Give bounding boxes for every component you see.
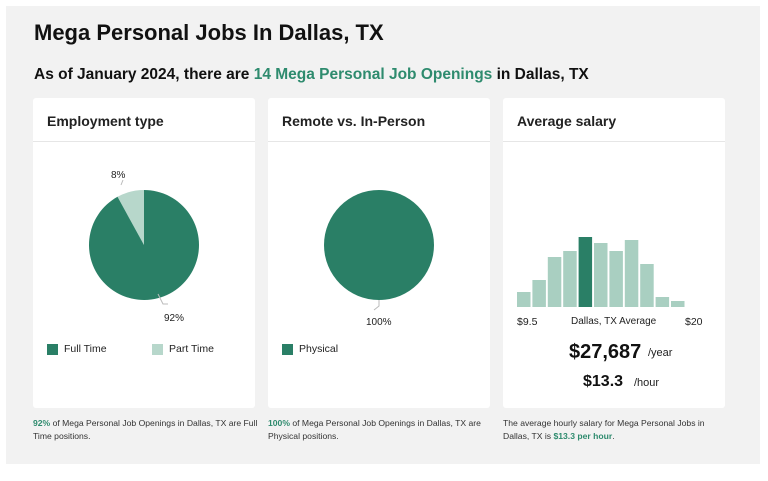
card-heading: Average salary [503, 98, 725, 142]
footnote-highlight: $13.3 per hour [553, 431, 613, 441]
footnote-highlight: 92% [33, 418, 51, 428]
card-heading: Employment type [33, 98, 255, 142]
salary-average-label: Dallas, TX Average [571, 316, 657, 327]
big-slice-leader [373, 300, 380, 311]
footnote-highlight: 100% [268, 418, 290, 428]
salary-bar [594, 243, 608, 307]
salary-bar [609, 251, 623, 307]
subtitle-suffix: in Dallas, TX [492, 66, 589, 83]
legend-swatch-full-time [47, 343, 58, 355]
subtitle-prefix: As of January 2024, there are [34, 66, 254, 83]
remote-vs-in-person-card: Remote vs. In-Person 100% Physical [268, 98, 490, 408]
pie-label-full-time: 92% [164, 313, 184, 324]
footnote-text: of Mega Personal Job Openings in Dallas,… [33, 418, 258, 441]
salary-histogram [517, 237, 685, 307]
pie-slice-physical [324, 190, 434, 300]
pie-slice-full-time [88, 190, 199, 300]
legend-full-time: Full Time [47, 343, 107, 355]
salary-footnote: The average hourly salary for Mega Perso… [503, 417, 729, 443]
legend-part-time: Part Time [152, 343, 214, 355]
legend-physical: Physical [282, 343, 338, 355]
legend-label: Full Time [64, 343, 107, 355]
footnote-text: of Mega Personal Job Openings in Dallas,… [268, 418, 481, 441]
salary-bar [532, 280, 546, 307]
salary-bar [640, 264, 654, 307]
small-slice-leader [120, 179, 124, 186]
salary-min-label: $9.5 [517, 316, 538, 328]
salary-bar [655, 297, 670, 307]
salary-max-label: $20 [685, 316, 703, 328]
page-subtitle: As of January 2024, there are 14 Mega Pe… [34, 66, 589, 84]
salary-bar [547, 257, 562, 307]
legend-swatch-part-time [152, 343, 163, 355]
yearly-unit: /year [648, 347, 673, 359]
employment-pie-chart: 8% 92% [88, 170, 199, 324]
footnote-text: The average hourly salary for Mega Perso… [503, 418, 705, 441]
salary-bar [517, 292, 531, 307]
legend-label: Part Time [169, 343, 214, 355]
card-heading: Remote vs. In-Person [268, 98, 490, 142]
salary-bar [563, 251, 577, 307]
remote-footnote: 100% of Mega Personal Job Openings in Da… [268, 417, 494, 443]
legend-swatch-physical [282, 343, 293, 355]
average-salary-card: Average salary $9.5 Dallas, TX Average $… [503, 98, 725, 408]
yearly-salary: $27,687 [569, 341, 642, 363]
remote-pie-chart: 100% [324, 190, 434, 328]
salary-bar [671, 301, 685, 307]
legend-label: Physical [299, 343, 339, 355]
employment-footnote: 92% of Mega Personal Job Openings in Dal… [33, 417, 259, 443]
pie-label-physical: 100% [366, 317, 392, 328]
footnote-end: . [612, 431, 615, 441]
employment-type-card: Employment type 8% 92% Full Time Part Ti… [33, 98, 255, 408]
hourly-salary: $13.3 [583, 373, 624, 390]
page-panel: Mega Personal Jobs In Dallas, TX As of J… [6, 6, 760, 464]
pie-label-part-time: 8% [111, 170, 126, 181]
big-slice-leader [157, 293, 168, 305]
page-title: Mega Personal Jobs In Dallas, TX [34, 20, 384, 45]
salary-bar [624, 240, 639, 307]
hourly-unit: /hour [634, 377, 660, 389]
salary-bar-average [578, 237, 593, 307]
subtitle-highlight: 14 Mega Personal Job Openings [253, 66, 493, 83]
pie-slice-part-time [117, 190, 144, 245]
